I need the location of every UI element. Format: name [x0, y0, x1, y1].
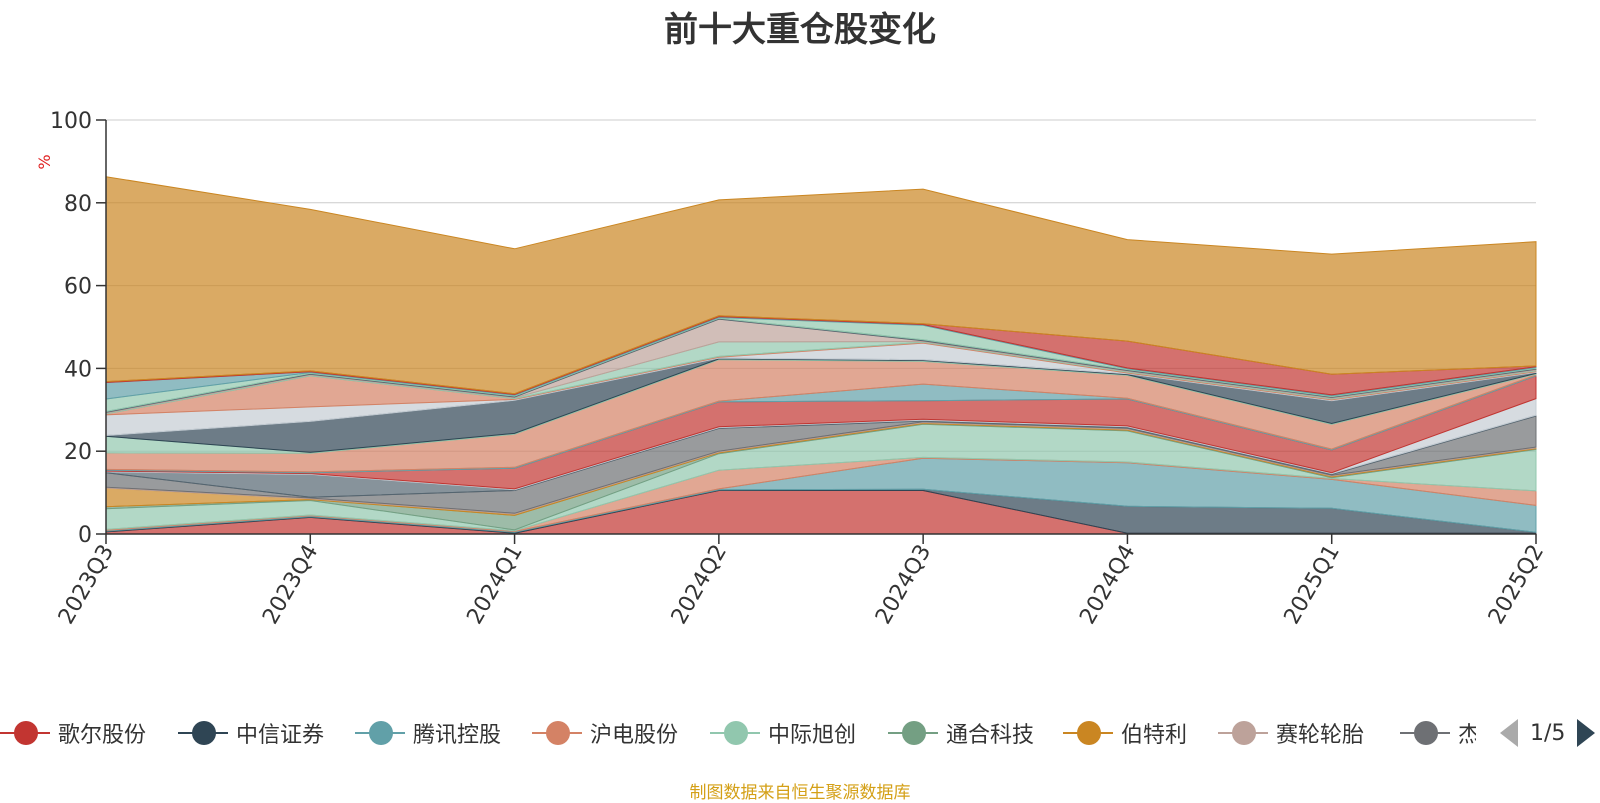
legend-item[interactable]: 腾讯控股: [355, 716, 501, 750]
legend-item[interactable]: 中际旭创: [710, 716, 856, 750]
legend-item[interactable]: 中信证券: [178, 716, 324, 750]
legend-prev-page-icon[interactable]: [1500, 719, 1518, 747]
legend-marker-icon: [710, 716, 760, 750]
y-tick-label-5: 100: [50, 109, 92, 134]
legend-item-label: 中信证券: [236, 723, 325, 748]
legend-item[interactable]: 赛轮轮胎: [1218, 716, 1364, 750]
legend-marker-icon: [355, 716, 405, 750]
legend-marker-icon: [888, 716, 938, 750]
legend-item-label: 通合科技: [946, 723, 1035, 748]
legend-item-label: 歌尔股份: [58, 723, 147, 748]
legend-marker-icon: [178, 716, 228, 750]
legend-marker-dot: [192, 721, 216, 745]
x-tick-label-1: 2023Q4: [258, 541, 323, 629]
legend-item[interactable]: 伯特利: [1063, 716, 1187, 750]
source-note: 制图数据来自恒生聚源数据库: [689, 783, 911, 803]
legend: 歌尔股份 中信证券 腾讯控股 沪电股份 中际旭创 通合科技 伯特利 赛轮轮胎 杰瑞股份 1/5: [0, 716, 1600, 760]
chart-title: 前十大重仓股变化: [664, 10, 936, 50]
legend-marker-icon: [0, 716, 50, 750]
legend-next-page-icon[interactable]: [1577, 719, 1596, 747]
y-tick-label-1: 20: [64, 440, 92, 465]
legend-item-label: 腾讯控股: [413, 723, 502, 748]
legend-item[interactable]: 歌尔股份: [0, 716, 146, 750]
x-tick-label-6: 2025Q1: [1280, 541, 1345, 629]
legend-marker-dot: [369, 721, 393, 745]
legend-marker-dot: [1414, 721, 1438, 745]
legend-marker-icon: [1063, 716, 1113, 750]
legend-marker-icon: [1218, 716, 1268, 750]
area-series-24: [105, 176, 1537, 395]
y-axis-unit-label: %: [35, 154, 54, 169]
legend-marker-dot: [546, 721, 570, 745]
legend-marker-dot: [14, 721, 38, 745]
legend-marker-icon: [532, 716, 582, 750]
x-tick-label-0: 2023Q3: [54, 541, 119, 629]
legend-item[interactable]: 通合科技: [888, 716, 1034, 750]
y-tick-label-3: 60: [64, 275, 92, 300]
legend-item-label: 沪电股份: [590, 723, 679, 748]
x-tick-label-7: 2025Q2: [1484, 541, 1549, 629]
legend-page-indicator: 1/5: [1530, 720, 1566, 746]
legend-item[interactable]: 杰瑞股份: [1400, 716, 1476, 750]
y-tick-label-2: 40: [64, 357, 92, 382]
legend-pager: 1/5: [1500, 716, 1596, 750]
legend-marker-dot: [724, 721, 748, 745]
y-tick-label-0: 0: [78, 523, 92, 548]
legend-item-label: 赛轮轮胎: [1276, 723, 1365, 748]
legend-item-label: 杰瑞股份: [1458, 723, 1476, 748]
legend-marker-dot: [1077, 721, 1101, 745]
x-tick-label-5: 2024Q4: [1075, 541, 1140, 629]
legend-marker-icon: [1400, 716, 1450, 750]
legend-item[interactable]: 沪电股份: [532, 716, 678, 750]
series-areas: [105, 176, 1537, 535]
legend-marker-dot: [902, 721, 926, 745]
x-tick-label-4: 2024Q3: [871, 541, 936, 629]
legend-items: 歌尔股份 中信证券 腾讯控股 沪电股份 中际旭创 通合科技 伯特利 赛轮轮胎 杰瑞股份: [0, 716, 1476, 756]
y-tick-label-4: 80: [64, 192, 92, 217]
x-tick-label-2: 2024Q1: [462, 541, 527, 629]
legend-item-label: 伯特利: [1121, 723, 1188, 748]
x-tick-label-3: 2024Q2: [667, 541, 732, 629]
legend-marker-dot: [1232, 721, 1256, 745]
legend-item-label: 中际旭创: [768, 723, 857, 748]
